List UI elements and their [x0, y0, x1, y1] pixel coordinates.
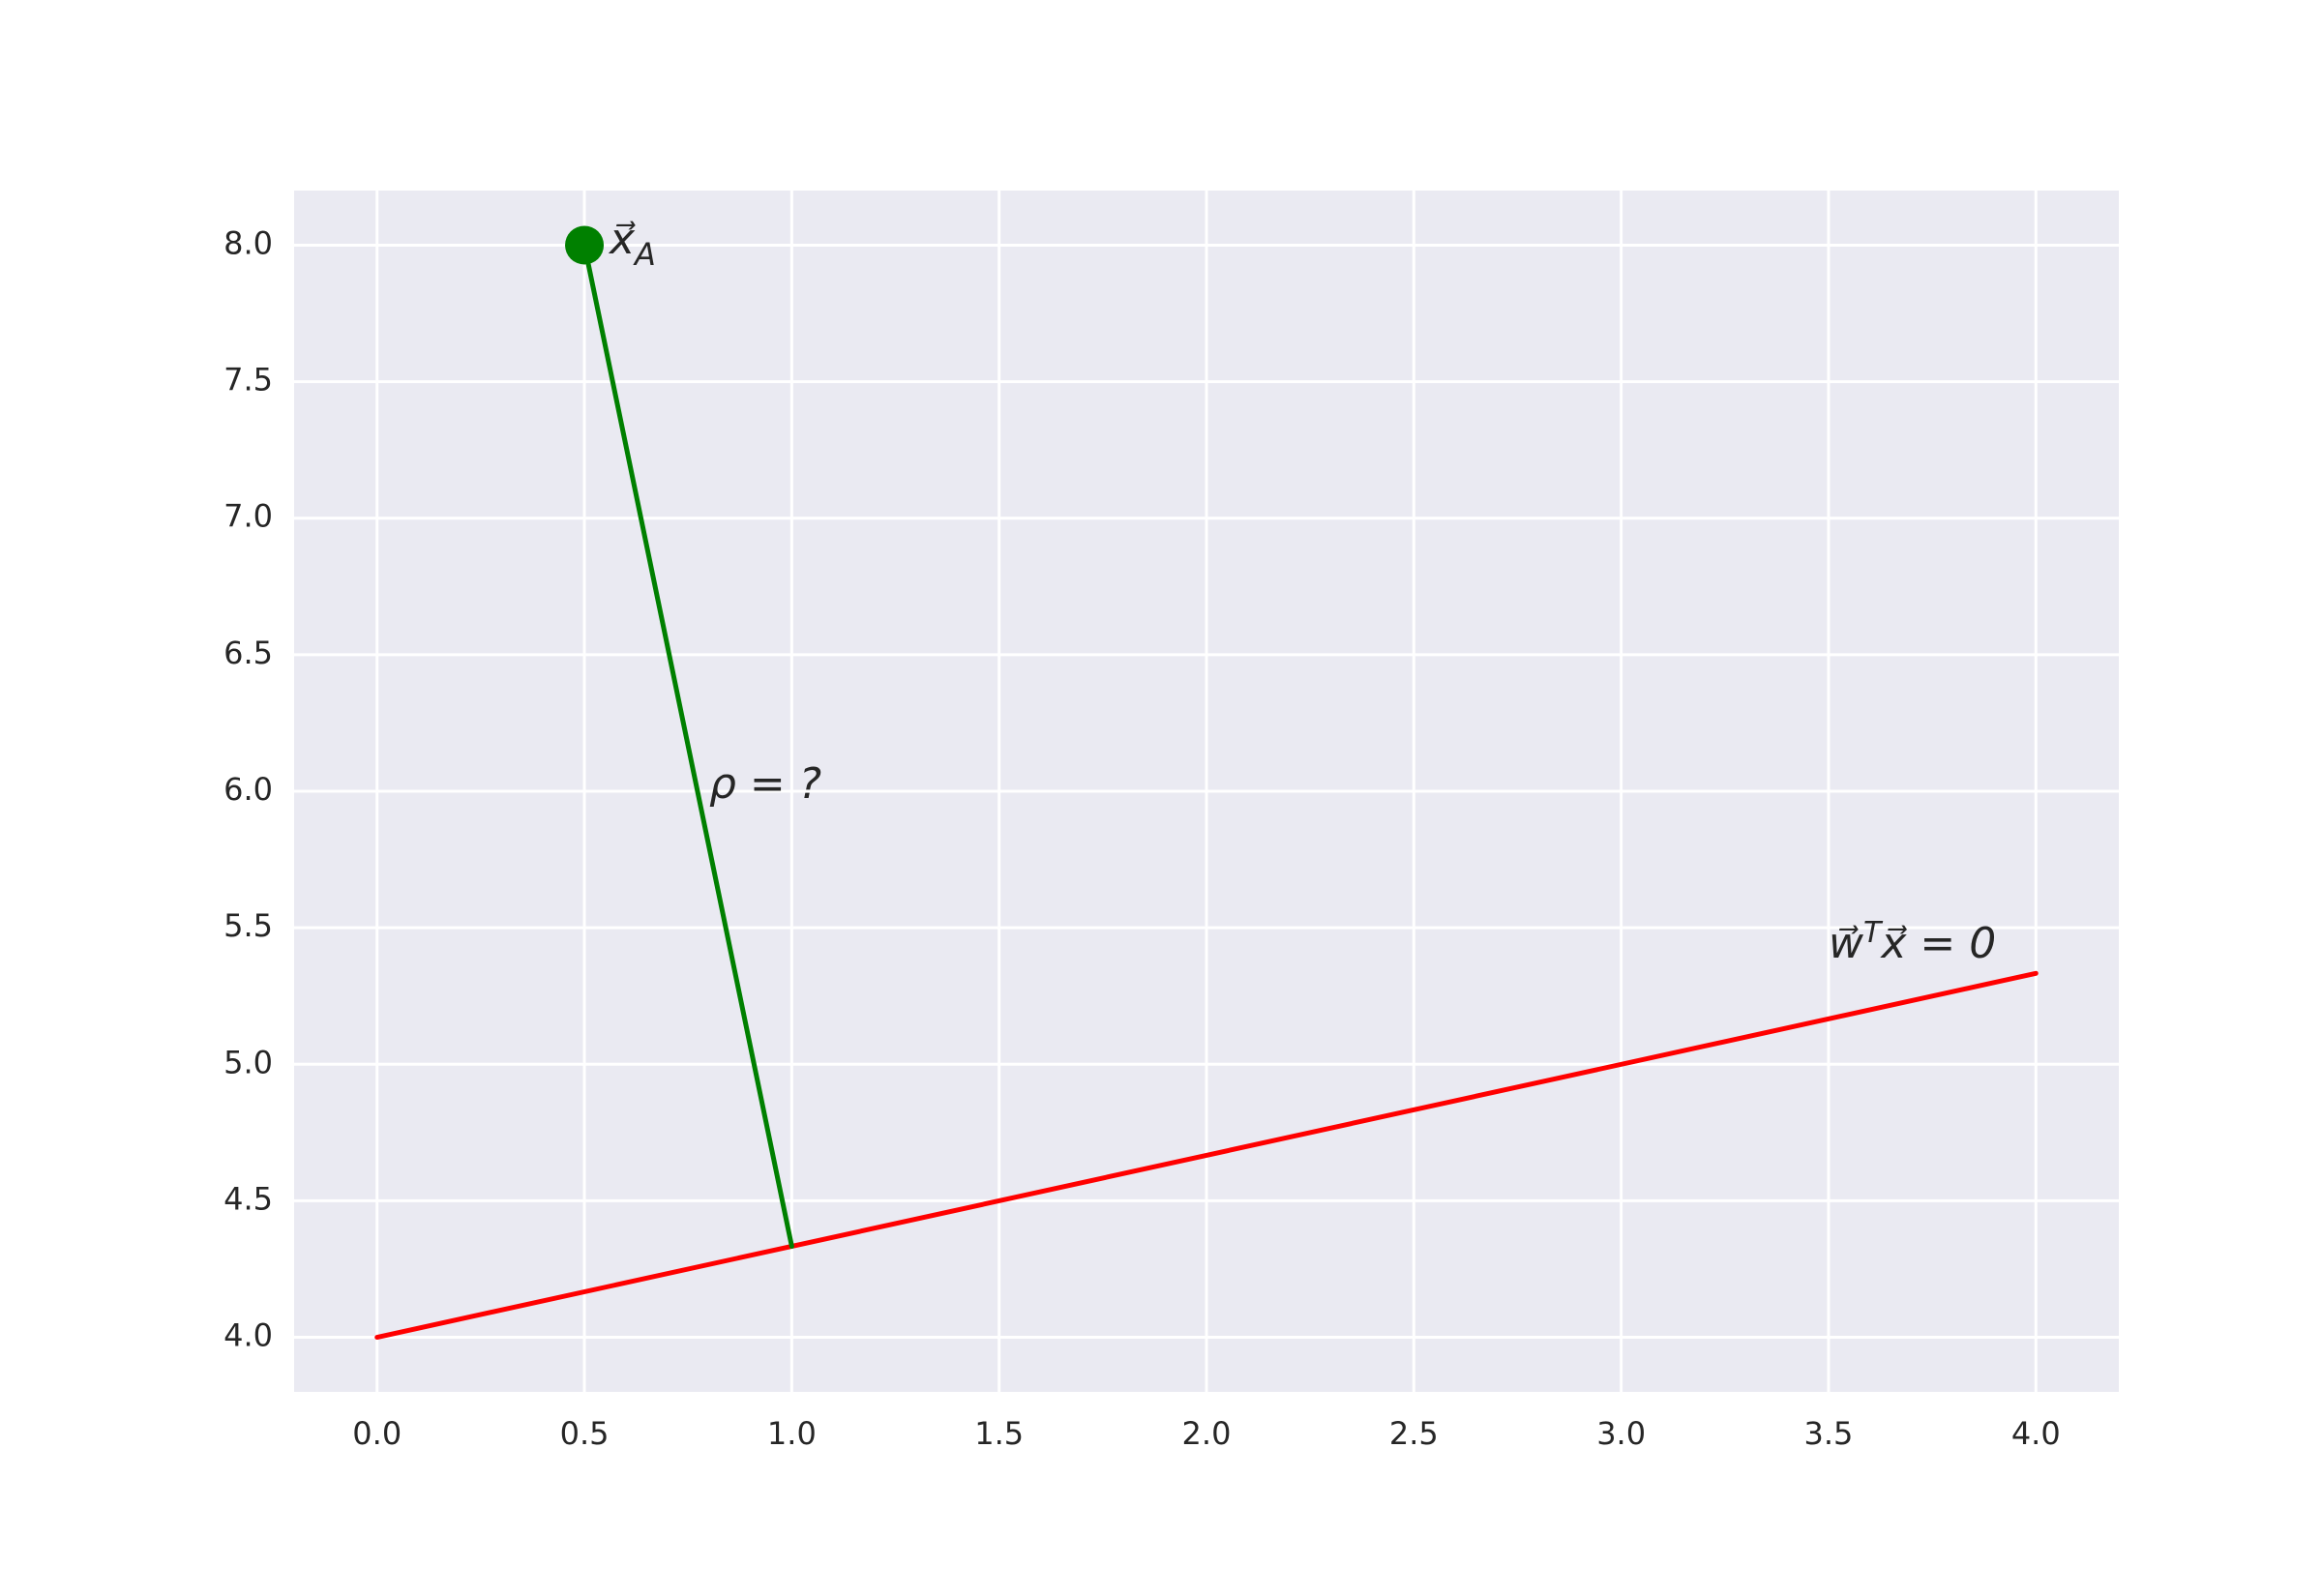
x-tick-label: 3.0	[1596, 1415, 1646, 1452]
line	[581, 242, 794, 1250]
point-annotation: x⃗A	[608, 215, 656, 273]
x-tick-label: 1.0	[767, 1415, 817, 1452]
y-tick-label: 8.0	[223, 224, 273, 261]
annotation-rest: x⃗ = 0	[1879, 919, 1996, 968]
x-tick-label: 0.5	[560, 1415, 610, 1452]
distance-annotation: ρ = ?	[709, 759, 821, 809]
plane-annotation: w⃗Tx⃗ = 0	[1829, 916, 1996, 968]
y-tick-label: 7.5	[223, 362, 273, 399]
x-tick-label: 0.0	[352, 1415, 402, 1452]
x-tick-label: 1.5	[974, 1415, 1024, 1452]
marks	[374, 225, 2039, 1341]
annotation-base: x⃗	[608, 215, 636, 264]
y-tick-label: 6.0	[223, 771, 273, 808]
y-tick-label: 7.0	[223, 498, 273, 535]
grid	[294, 191, 2119, 1392]
annotation-sub: A	[633, 236, 656, 273]
y-tick-label: 6.5	[223, 635, 273, 671]
y-tick-label: 4.0	[223, 1317, 273, 1354]
y-tick-label: 5.5	[223, 907, 273, 944]
line	[374, 970, 2039, 1341]
x-tick-label: 2.5	[1389, 1415, 1439, 1452]
y-tick-label: 4.5	[223, 1180, 273, 1217]
point	[565, 225, 605, 265]
x-tick-label: 2.0	[1182, 1415, 1232, 1452]
x-tick-label: 3.5	[1804, 1415, 1854, 1452]
annotation-sup: T	[1863, 916, 1884, 950]
x-tick-label: 4.0	[2011, 1415, 2061, 1452]
y-tick-label: 5.0	[223, 1044, 273, 1080]
annotation-base: w⃗	[1829, 919, 1864, 968]
